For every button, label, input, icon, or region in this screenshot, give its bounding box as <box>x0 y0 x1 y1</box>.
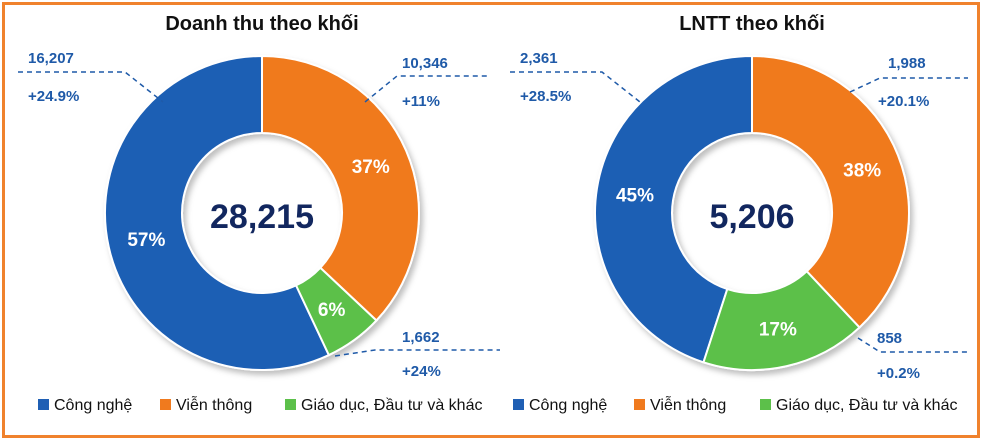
slice-label-telecom: 37% <box>352 157 390 178</box>
profit-education-value: 858 <box>877 330 902 347</box>
revenue-donut <box>104 54 420 371</box>
chart-profit: LNTT theo khối 45% 38% 17% 5,206 2,361 +28… <box>510 13 968 382</box>
chart-profit-title: LNTT theo khối <box>679 13 825 35</box>
legend-item-profit-tech: Công nghệ <box>513 397 607 414</box>
profit-tech-value: 2,361 <box>520 50 558 67</box>
revenue-annotation-telecom: 10,346 +11% <box>364 55 490 110</box>
legend-item-profit-telecom: Viễn thông <box>634 395 726 414</box>
revenue-percent-labels: 57% 37% 6% <box>127 157 390 321</box>
revenue-tech-growth: +24.9% <box>28 88 79 105</box>
slice-education <box>702 269 861 371</box>
slice-label-tech: 45% <box>616 185 654 206</box>
slice-telecom <box>261 54 420 322</box>
legend-label: Viễn thông <box>176 395 252 414</box>
slice-education <box>294 266 378 357</box>
legend-label: Viễn thông <box>650 395 726 414</box>
slice-label-education: 6% <box>318 300 346 321</box>
legend-label: Công nghệ <box>54 397 132 414</box>
slice-label-tech: 57% <box>127 230 165 251</box>
profit-telecom-value: 1,988 <box>888 55 926 72</box>
legend-label: Giáo dục, Đầu tư và khác <box>301 397 482 414</box>
legend-swatch <box>634 399 645 410</box>
legend-swatch <box>38 399 49 410</box>
legend-item-revenue-tech: Công nghệ <box>38 397 132 414</box>
profit-education-growth: +0.2% <box>877 365 920 382</box>
revenue-total: 28,215 <box>210 198 314 236</box>
legend-item-revenue-telecom: Viễn thông <box>160 395 252 414</box>
chart-revenue: Doanh thu theo khối 57% 37% 6% 28,215 16,2… <box>18 13 500 380</box>
profit-percent-labels: 45% 38% 17% <box>616 160 881 340</box>
legend-item-profit-education: Giáo dục, Đầu tư và khác <box>760 397 957 414</box>
chart-revenue-title: Doanh thu theo khối <box>165 13 358 35</box>
legend-swatch <box>285 399 296 410</box>
slice-tech <box>594 54 753 364</box>
revenue-telecom-value: 10,346 <box>402 55 448 72</box>
revenue-education-growth: +24% <box>402 363 441 380</box>
profit-annotation-education: 858 +0.2% <box>857 330 968 382</box>
slice-label-education: 17% <box>759 320 797 341</box>
profit-annotation-tech: 2,361 +28.5% <box>510 50 641 105</box>
revenue-education-value: 1,662 <box>402 329 440 346</box>
profit-total: 5,206 <box>709 198 794 236</box>
legend: Công nghệ Viễn thông Giáo dục, Đầu tư và… <box>38 395 957 414</box>
revenue-telecom-growth: +11% <box>402 93 440 110</box>
legend-swatch <box>160 399 171 410</box>
profit-tech-growth: +28.5% <box>520 88 571 105</box>
revenue-tech-value: 16,207 <box>28 50 74 67</box>
legend-swatch <box>760 399 771 410</box>
profit-donut <box>594 54 910 371</box>
legend-label: Giáo dục, Đầu tư và khác <box>776 397 957 414</box>
legend-item-revenue-education: Giáo dục, Đầu tư và khác <box>285 397 482 414</box>
profit-annotation-telecom: 1,988 +20.1% <box>849 55 968 110</box>
legend-label: Công nghệ <box>529 397 607 414</box>
revenue-annotation-tech: 16,207 +24.9% <box>18 50 164 105</box>
revenue-annotation-education: 1,662 +24% <box>334 329 500 380</box>
slice-label-telecom: 38% <box>843 160 881 181</box>
profit-telecom-growth: +20.1% <box>878 93 929 110</box>
slice-tech <box>104 54 331 371</box>
legend-swatch <box>513 399 524 410</box>
